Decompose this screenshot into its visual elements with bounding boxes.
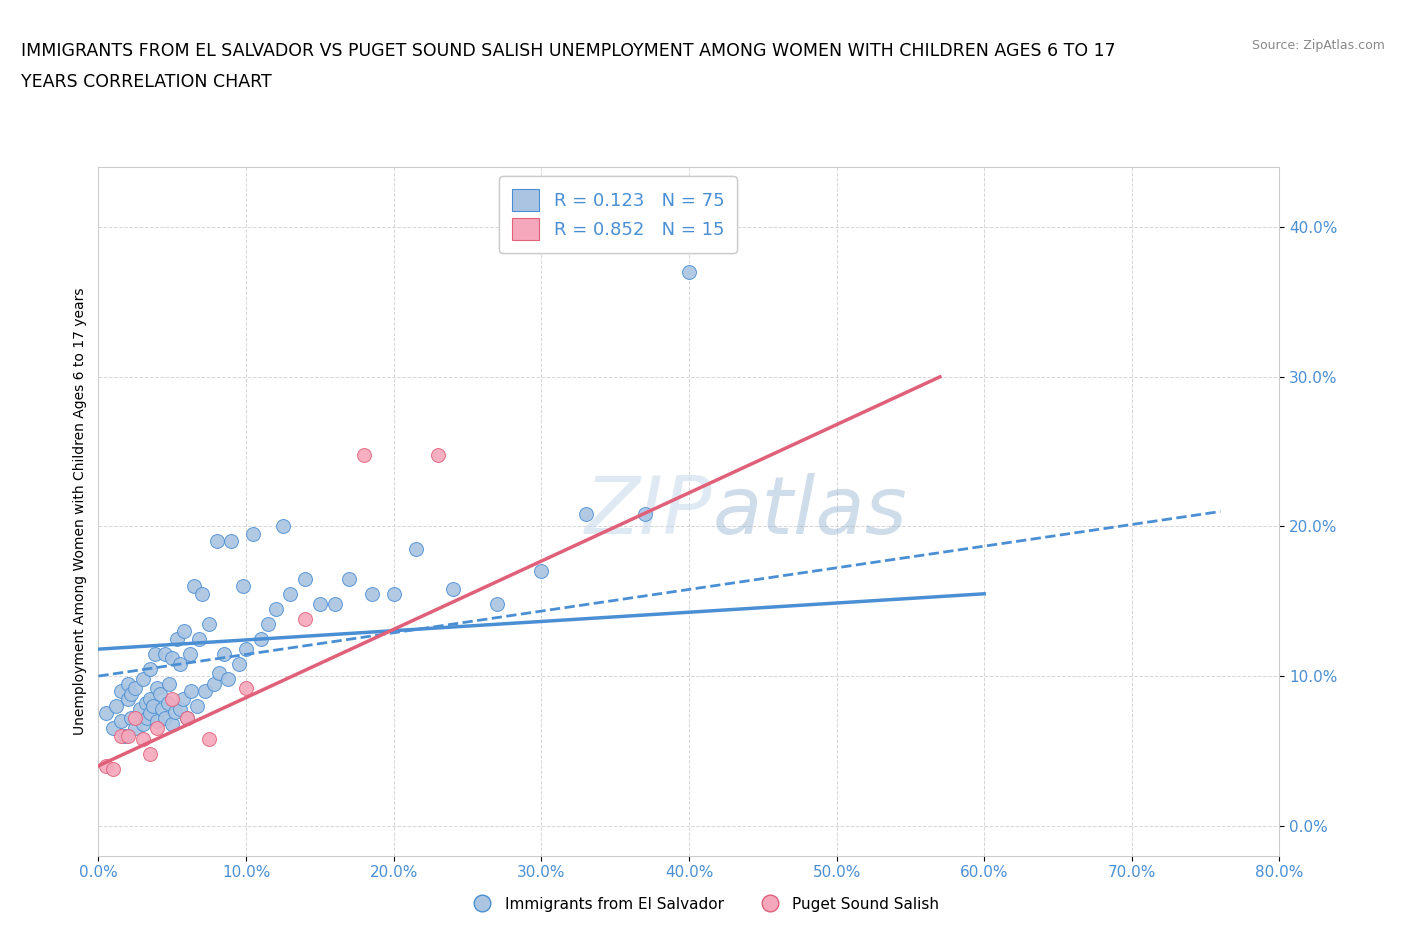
Point — [157, 676, 180, 691]
Point — [139, 706, 162, 721]
Point — [202, 676, 225, 691]
Legend: R = 0.123   N = 75, R = 0.852   N = 15: R = 0.123 N = 75, R = 0.852 N = 15 — [499, 177, 737, 253]
Point — [186, 698, 208, 713]
Point — [110, 684, 132, 698]
Point — [120, 711, 142, 725]
Point — [173, 624, 195, 639]
Point — [110, 728, 132, 743]
Point — [208, 666, 231, 681]
Point — [124, 721, 146, 736]
Point — [309, 597, 332, 612]
Point — [156, 696, 179, 711]
Point — [228, 657, 250, 671]
Text: ZIP: ZIP — [585, 472, 713, 551]
Point — [143, 646, 166, 661]
Point — [235, 642, 257, 657]
Point — [486, 597, 509, 612]
Point — [530, 564, 553, 578]
Point — [146, 681, 169, 696]
Point — [150, 701, 173, 716]
Point — [250, 631, 273, 646]
Point — [94, 706, 117, 721]
Point — [153, 711, 176, 725]
Point — [257, 617, 280, 631]
Point — [132, 732, 155, 747]
Point — [360, 586, 382, 601]
Point — [191, 586, 214, 601]
Point — [146, 713, 169, 728]
Point — [153, 646, 176, 661]
Point — [278, 586, 302, 601]
Point — [94, 758, 117, 773]
Point — [337, 571, 360, 586]
Point — [427, 447, 450, 462]
Point — [194, 684, 217, 698]
Point — [441, 582, 464, 597]
Point — [271, 519, 294, 534]
Point — [176, 711, 198, 725]
Point — [183, 578, 205, 593]
Point — [212, 646, 235, 661]
Point — [169, 657, 191, 671]
Point — [120, 686, 142, 701]
Point — [179, 646, 201, 661]
Point — [110, 713, 132, 728]
Point — [124, 711, 146, 725]
Point — [135, 696, 157, 711]
Point — [146, 721, 169, 736]
Point — [198, 617, 221, 631]
Text: atlas: atlas — [713, 472, 907, 551]
Point — [162, 651, 183, 666]
Point — [217, 671, 239, 686]
Point — [353, 447, 375, 462]
Point — [678, 265, 700, 280]
Point — [633, 507, 655, 522]
Point — [264, 602, 287, 617]
Point — [176, 711, 198, 725]
Point — [166, 631, 188, 646]
Point — [114, 728, 136, 743]
Point — [294, 571, 316, 586]
Point — [382, 586, 405, 601]
Point — [117, 676, 139, 691]
Point — [117, 728, 139, 743]
Point — [103, 721, 125, 736]
Point — [139, 747, 162, 762]
Text: YEARS CORRELATION CHART: YEARS CORRELATION CHART — [21, 73, 271, 90]
Point — [232, 578, 254, 593]
Point — [405, 541, 427, 556]
Text: IMMIGRANTS FROM EL SALVADOR VS PUGET SOUND SALISH UNEMPLOYMENT AMONG WOMEN WITH : IMMIGRANTS FROM EL SALVADOR VS PUGET SOU… — [21, 42, 1116, 60]
Point — [205, 534, 228, 549]
Text: Source: ZipAtlas.com: Source: ZipAtlas.com — [1251, 39, 1385, 52]
Point — [139, 661, 162, 676]
Point — [219, 534, 242, 549]
Point — [242, 526, 264, 541]
Point — [149, 686, 172, 701]
Legend: Immigrants from El Salvador, Puget Sound Salish: Immigrants from El Salvador, Puget Sound… — [460, 891, 946, 918]
Point — [124, 681, 146, 696]
Point — [172, 691, 194, 706]
Point — [142, 698, 165, 713]
Point — [187, 631, 209, 646]
Point — [105, 698, 128, 713]
Point — [574, 507, 596, 522]
Point — [180, 684, 202, 698]
Point — [198, 732, 221, 747]
Point — [162, 716, 183, 731]
Point — [235, 681, 257, 696]
Point — [162, 691, 183, 706]
Point — [169, 701, 191, 716]
Point — [103, 762, 125, 777]
Point — [139, 691, 162, 706]
Point — [165, 705, 187, 720]
Point — [323, 597, 346, 612]
Point — [294, 612, 316, 627]
Point — [136, 711, 159, 725]
Y-axis label: Unemployment Among Women with Children Ages 6 to 17 years: Unemployment Among Women with Children A… — [73, 287, 87, 736]
Point — [132, 716, 155, 731]
Point — [128, 701, 150, 716]
Point — [117, 691, 139, 706]
Point — [132, 671, 155, 686]
